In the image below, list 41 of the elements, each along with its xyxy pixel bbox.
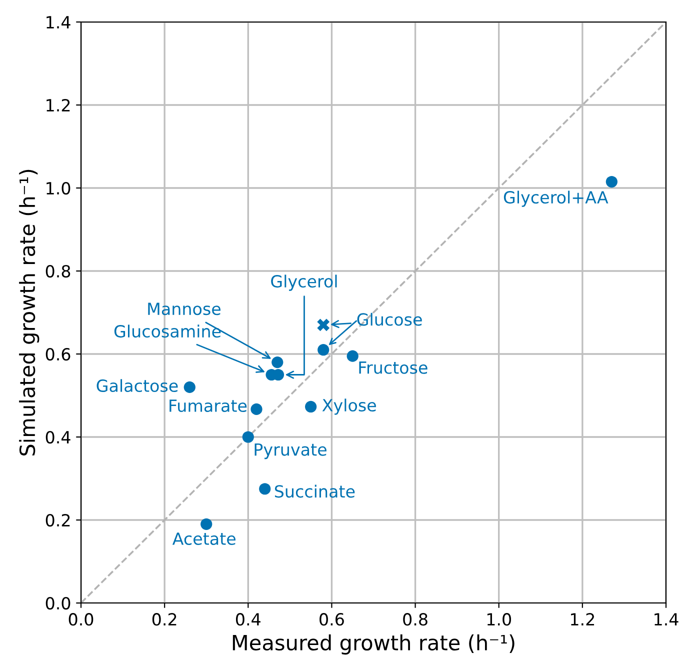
y-tick-label: 0.4 (46, 430, 70, 444)
point (259, 483, 271, 495)
y-tick-label: 0.2 (46, 514, 70, 527)
annotation: Fumarate (170, 400, 247, 412)
point (250, 403, 262, 416)
point (606, 176, 618, 188)
point (242, 431, 254, 443)
x-tick-label: 0.0 (68, 613, 94, 626)
x-tick-label: 0.6 (320, 613, 344, 626)
annotation: Glycerol (271, 274, 337, 291)
point (184, 381, 196, 394)
x-tick-label: 0.4 (236, 613, 260, 626)
annotation: Glycerol+AA (504, 190, 608, 207)
y-tick-label: 0.8 (46, 264, 70, 278)
x-tick-label: 0.8 (403, 613, 428, 626)
annotation: Fructose (359, 362, 428, 374)
annotation: Succinate (274, 484, 355, 498)
point (346, 350, 358, 362)
x-tick-label: 1.0 (487, 613, 512, 626)
x-tick-label: 0.2 (152, 613, 176, 626)
y-tick-label: 0.6 (46, 348, 70, 361)
annotation: Glucose (357, 312, 422, 326)
x-tick-label: 1.4 (654, 613, 678, 626)
point (317, 318, 330, 332)
y-tick-label: 0.0 (46, 596, 70, 610)
x-axis-title: Measured growth rate (h⁻¹) (232, 634, 514, 655)
annotation: Galactose (96, 379, 178, 392)
annotation: Acetate (172, 532, 236, 545)
annotation: Xylose (322, 398, 376, 415)
y-tick-label: 1.2 (46, 98, 70, 112)
point (200, 518, 212, 530)
annotation: Glucosamine (114, 324, 221, 338)
annotation: Pyruvate (254, 443, 326, 460)
y-tick-label: 1.4 (46, 16, 70, 28)
point (305, 400, 317, 413)
point (272, 356, 284, 368)
x-tick-label: 1.2 (571, 613, 594, 626)
point (318, 344, 330, 356)
annotation: Mannose (148, 302, 221, 316)
y-axis-title: Simulated growth rate (h⁻¹) (19, 170, 40, 456)
y-tick-label: 1.0 (46, 182, 70, 195)
